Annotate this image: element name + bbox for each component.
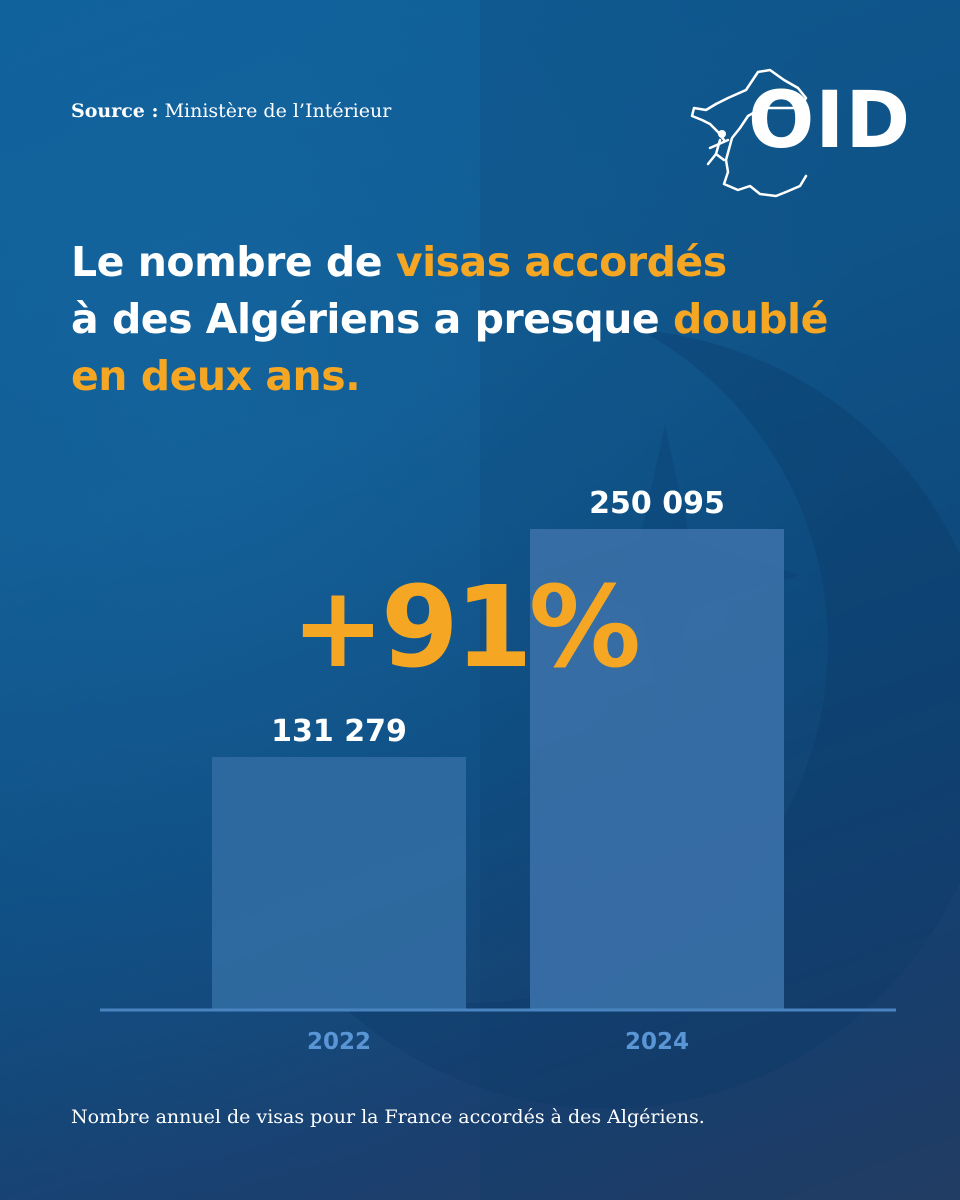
france-map-icon <box>690 68 808 198</box>
source-value: Ministère de l’Intérieur <box>164 100 392 122</box>
data-label-2022: 131 279 <box>271 714 407 749</box>
bar-2024 <box>530 529 784 1009</box>
tick-label-2022: 2022 <box>307 1029 371 1055</box>
data-label-2024: 250 095 <box>589 486 725 521</box>
headline-line3-accent: en deux ans. <box>71 352 361 400</box>
headline: Le nombre de visas accordés à des Algéri… <box>71 234 911 405</box>
growth-percentage: +91% <box>291 563 638 693</box>
oid-logo: OID <box>688 68 910 203</box>
bar-2022 <box>212 757 466 1009</box>
logo-text: OID <box>748 76 912 166</box>
headline-line1-accent: visas accordés <box>395 238 727 286</box>
runner-icon <box>706 130 730 166</box>
headline-line2-white: à des Algériens a presque <box>71 295 673 343</box>
chart-caption: Nombre annuel de visas pour la France ac… <box>71 1106 705 1128</box>
source-line: Source : Ministère de l’Intérieur <box>71 100 391 122</box>
source-label: Source : <box>71 100 159 122</box>
tick-label-2024: 2024 <box>625 1029 689 1055</box>
headline-line1-white: Le nombre de <box>71 238 396 286</box>
headline-line2-accent: doublé <box>673 295 828 343</box>
